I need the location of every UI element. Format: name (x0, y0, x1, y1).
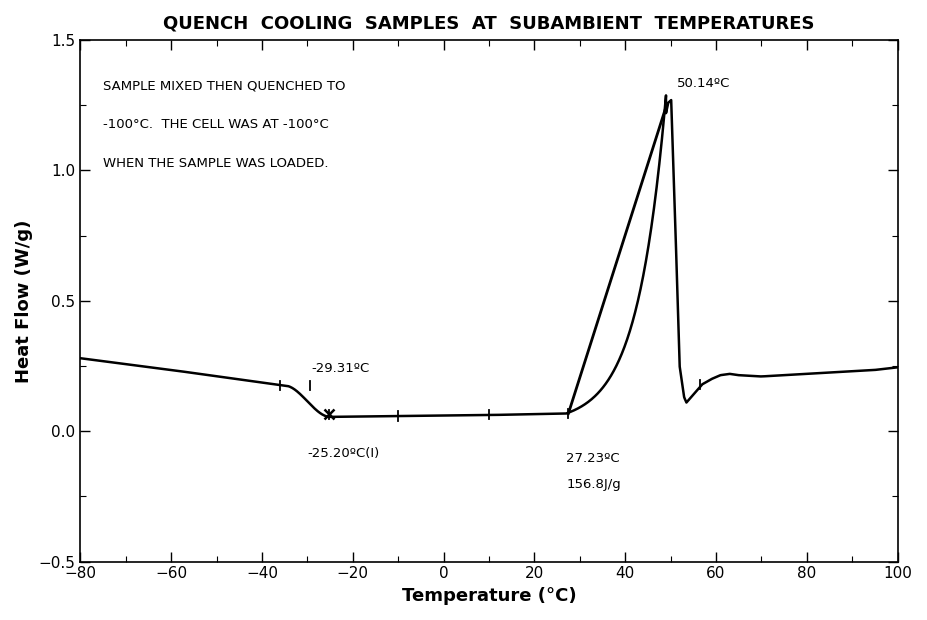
Y-axis label: Heat Flow (W/g): Heat Flow (W/g) (15, 219, 33, 383)
X-axis label: Temperature (°C): Temperature (°C) (401, 587, 577, 605)
Text: SAMPLE MIXED THEN QUENCHED TO: SAMPLE MIXED THEN QUENCHED TO (103, 79, 346, 92)
Title: QUENCH  COOLING  SAMPLES  AT  SUBAMBIENT  TEMPERATURES: QUENCH COOLING SAMPLES AT SUBAMBIENT TEM… (163, 15, 815, 33)
Text: -25.20ºC(I): -25.20ºC(I) (308, 447, 379, 460)
Text: WHEN THE SAMPLE WAS LOADED.: WHEN THE SAMPLE WAS LOADED. (103, 157, 328, 170)
Text: 27.23ºC: 27.23ºC (566, 452, 620, 465)
Text: -100°C.  THE CELL WAS AT -100°C: -100°C. THE CELL WAS AT -100°C (103, 118, 329, 131)
Text: 156.8J/g: 156.8J/g (566, 478, 621, 491)
Text: 50.14ºC: 50.14ºC (678, 77, 730, 90)
Text: -29.31ºC: -29.31ºC (311, 362, 370, 375)
